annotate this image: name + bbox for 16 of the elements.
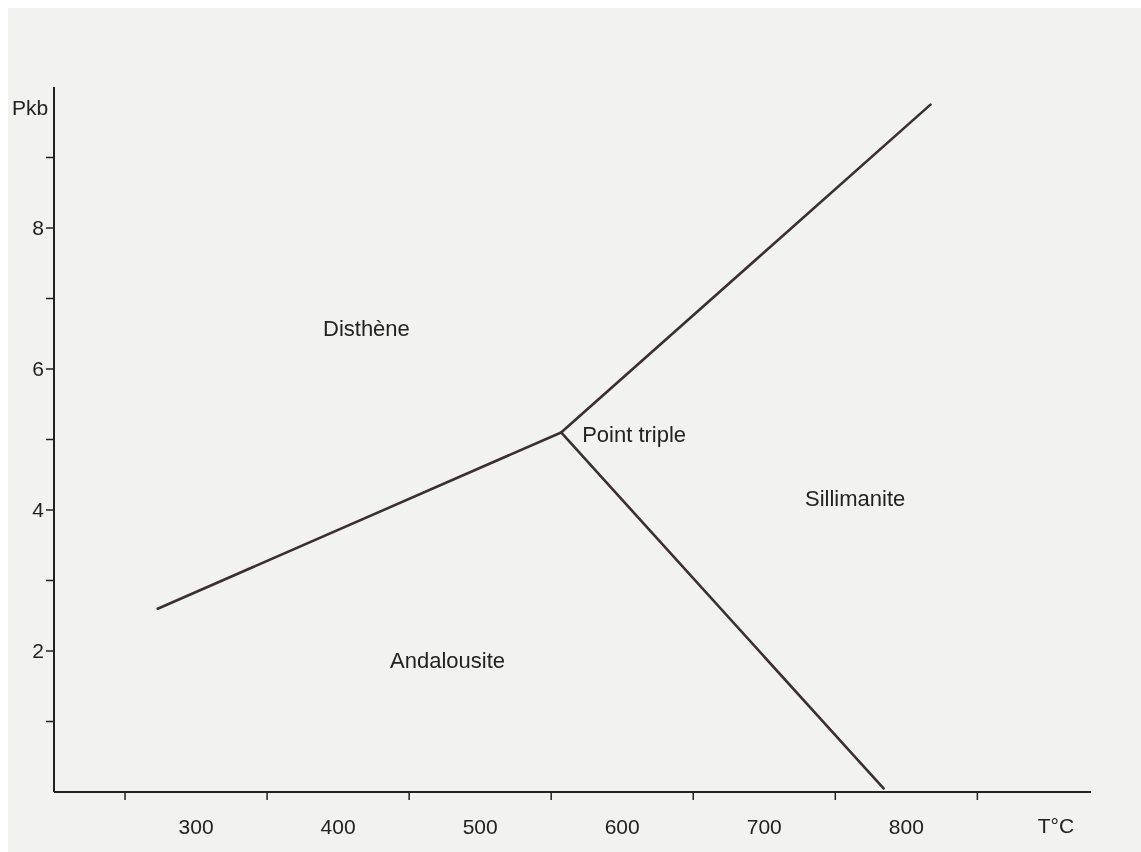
annotation: Andalousite	[390, 648, 505, 673]
annotation: Disthène	[323, 316, 410, 341]
y-tick-label: 4	[32, 498, 45, 522]
x-tick-label: 300	[178, 815, 214, 838]
y-axis-title: Pkb	[11, 96, 49, 119]
x-tick-label: 600	[604, 815, 640, 838]
x-tick-label: 400	[320, 815, 356, 838]
y-tick-label: 6	[32, 357, 44, 381]
x-tick-label: 800	[888, 815, 924, 838]
x-tick-label: 500	[462, 815, 498, 838]
y-tick-label: 8	[32, 216, 44, 240]
annotation: Sillimanite	[805, 486, 906, 511]
y-tick-label: 2	[32, 639, 44, 663]
annotation: Point triple	[582, 422, 687, 448]
x-tick-label: 700	[746, 815, 782, 838]
x-axis-title: T°C	[1037, 814, 1075, 837]
